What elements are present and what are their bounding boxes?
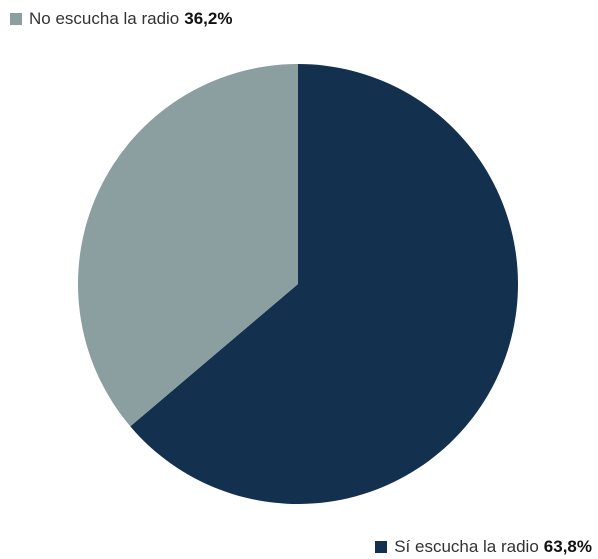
legend-value-si-escucha: 63,8% bbox=[543, 537, 592, 556]
pie-slice-no-escucha bbox=[77, 64, 299, 427]
legend-label-si-escucha: Sí escucha la radio bbox=[394, 537, 539, 556]
legend-swatch-no-escucha bbox=[10, 13, 22, 25]
legend-value-no-escucha: 36,2% bbox=[184, 9, 233, 28]
legend-label-no-escucha: No escucha la radio bbox=[29, 9, 180, 28]
legend-swatch-si-escucha bbox=[375, 541, 388, 553]
pie-slice-si-escucha bbox=[130, 64, 518, 505]
legend-item-no-escucha: No escucha la radio 36,2% bbox=[10, 9, 232, 29]
legend-item-si-escucha: Sí escucha la radio 63,8% bbox=[375, 537, 592, 557]
